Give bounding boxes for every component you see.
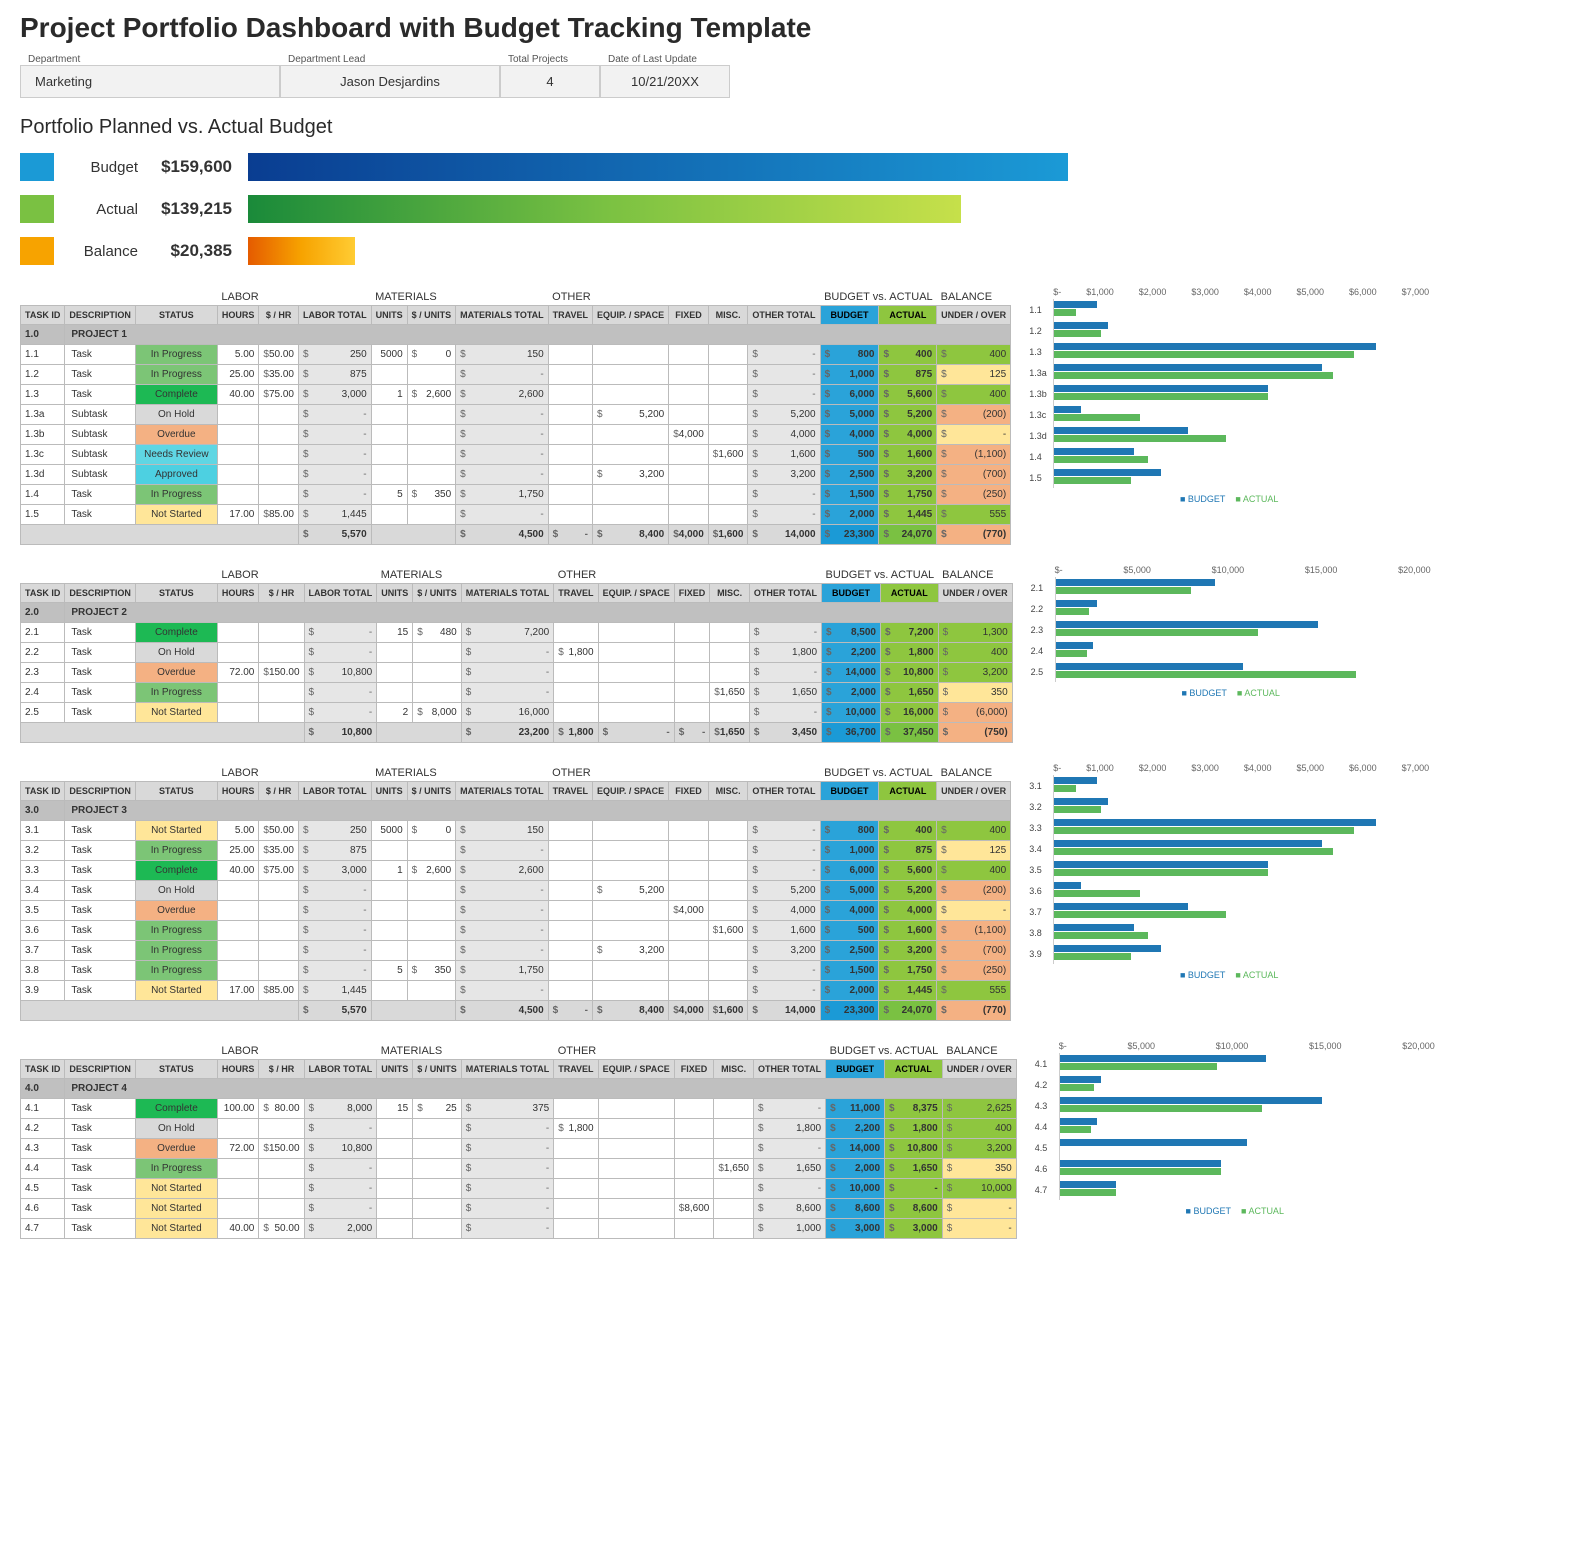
chart-row: 3.9 [1029,943,1429,964]
table-row: 1.5 Task Not Started 17.0085.001,445 - -… [21,505,1011,525]
project-table: LABORMATERIALSOTHERBUDGET vs. ACTUALBALA… [20,287,1011,545]
chart-row: 4.7 [1035,1179,1435,1200]
table-row: 1.3 Task Complete 40.0075.003,000 12,600… [21,385,1011,405]
chart-row: 4.4 [1035,1116,1435,1137]
chart-row: 1.3b [1029,383,1429,404]
table-row: 4.7 Task Not Started 40.0050.002,000 - 1… [21,1219,1017,1239]
summary-swatch [20,237,54,265]
summary-value: $139,215 [146,199,232,219]
chart-row: 2.2 [1031,598,1431,619]
mini-chart: $-$1,000$2,000$3,000$4,000$5,000$6,000$7… [1029,763,1429,980]
chart-row: 3.1 [1029,775,1429,796]
table-row: 3.1 Task Not Started 5.0050.00250 500001… [21,821,1011,841]
chart-row: 4.3 [1035,1095,1435,1116]
chart-row: 1.3 [1029,341,1429,362]
summary-title: Portfolio Planned vs. Actual Budget [20,116,1556,139]
table-row: 4.4 Task In Progress - - 1,6501,650 2,00… [21,1159,1017,1179]
project-table: LABORMATERIALSOTHERBUDGET vs. ACTUALBALA… [20,1041,1017,1239]
summary-swatch [20,195,54,223]
table-row: 4.3 Task Overdue 72.00150.0010,800 - - 1… [21,1139,1017,1159]
table-row: 2.1 Task Complete - 154807,200 - 8,5007,… [21,623,1013,643]
chart-row: 3.2 [1029,796,1429,817]
chart-row: 1.3c [1029,404,1429,425]
table-row: 3.3 Task Complete 40.0075.003,000 12,600… [21,861,1011,881]
page-title: Project Portfolio Dashboard with Budget … [20,12,1556,44]
chart-row: 3.8 [1029,922,1429,943]
table-row: 4.1 Task Complete 100.0080.008,000 15253… [21,1099,1017,1119]
header-label: Department [20,52,280,65]
project-table: LABORMATERIALSOTHERBUDGET vs. ACTUALBALA… [20,565,1013,743]
chart-row: 4.6 [1035,1158,1435,1179]
summary-bar [248,195,961,223]
chart-row: 1.4 [1029,446,1429,467]
chart-row: 3.4 [1029,838,1429,859]
summary-bar [248,153,1068,181]
table-row: 2.4 Task In Progress - - 1,6501,650 2,00… [21,683,1013,703]
table-row: 3.7 Task In Progress - - 3,2003,200 2,50… [21,941,1011,961]
chart-row: 1.3a [1029,362,1429,383]
mini-chart: $-$5,000$10,000$15,000$20,0002.12.22.32.… [1031,565,1431,698]
header-value: 10/21/20XX [600,65,730,98]
project-table: LABORMATERIALSOTHERBUDGET vs. ACTUALBALA… [20,763,1011,1021]
table-row: 2.5 Task Not Started - 28,00016,000 - 10… [21,703,1013,723]
header-value: Marketing [20,65,280,98]
chart-row: 4.1 [1035,1053,1435,1074]
table-row: 2.2 Task On Hold - - 1,8001,800 2,2001,8… [21,643,1013,663]
chart-row: 1.5 [1029,467,1429,488]
chart-row: 2.4 [1031,640,1431,661]
mini-chart: $-$5,000$10,000$15,000$20,0004.14.24.34.… [1035,1041,1435,1216]
summary-value: $20,385 [146,241,232,261]
chart-row: 3.6 [1029,880,1429,901]
chart-row: 3.3 [1029,817,1429,838]
header-value: Jason Desjardins [280,65,500,98]
table-row: 4.5 Task Not Started - - - 10,000- 10,00… [21,1179,1017,1199]
chart-row: 3.5 [1029,859,1429,880]
table-row: 3.6 Task In Progress - - 1,6001,600 5001… [21,921,1011,941]
table-row: 1.1 Task In Progress 5.0050.00250 500001… [21,345,1011,365]
summary-bars: Budget $159,600 Actual $139,215 Balance … [20,149,1556,269]
summary-label: Budget [68,159,138,176]
table-row: 3.2 Task In Progress 25.0035.00875 - - 1… [21,841,1011,861]
table-row: 3.9 Task Not Started 17.0085.001,445 - -… [21,981,1011,1001]
chart-row: 1.1 [1029,299,1429,320]
table-row: 2.3 Task Overdue 72.00150.0010,800 - - 1… [21,663,1013,683]
table-row: 1.3b Subtask Overdue - - 4,0004,000 4,00… [21,425,1011,445]
header-label: Date of Last Update [600,52,730,65]
summary-value: $159,600 [146,157,232,177]
summary-swatch [20,153,54,181]
summary-bar [248,237,355,265]
table-row: 3.4 Task On Hold - - 5,2005,200 5,0005,2… [21,881,1011,901]
summary-label: Actual [68,201,138,218]
header-label: Department Lead [280,52,500,65]
table-row: 1.2 Task In Progress 25.0035.00875 - - 1… [21,365,1011,385]
table-row: 1.3c Subtask Needs Review - - 1,6001,600… [21,445,1011,465]
chart-row: 4.2 [1035,1074,1435,1095]
header-info: DepartmentMarketingDepartment LeadJason … [20,52,1556,98]
mini-chart: $-$1,000$2,000$3,000$4,000$5,000$6,000$7… [1029,287,1429,504]
header-value: 4 [500,65,600,98]
table-row: 4.6 Task Not Started - - 8,6008,600 8,60… [21,1199,1017,1219]
chart-row: 1.2 [1029,320,1429,341]
header-label: Total Projects [500,52,600,65]
chart-row: 3.7 [1029,901,1429,922]
table-row: 1.3a Subtask On Hold - - 5,2005,200 5,00… [21,405,1011,425]
chart-row: 2.3 [1031,619,1431,640]
chart-row: 4.5 [1035,1137,1435,1158]
chart-row: 2.5 [1031,661,1431,682]
table-row: 4.2 Task On Hold - - 1,8001,800 2,2001,8… [21,1119,1017,1139]
table-row: 3.8 Task In Progress - 53501,750 - 1,500… [21,961,1011,981]
table-row: 3.5 Task Overdue - - 4,0004,000 4,0004,0… [21,901,1011,921]
chart-row: 2.1 [1031,577,1431,598]
table-row: 1.4 Task In Progress - 53501,750 - 1,500… [21,485,1011,505]
chart-row: 1.3d [1029,425,1429,446]
table-row: 1.3d Subtask Approved - - 3,2003,200 2,5… [21,465,1011,485]
summary-label: Balance [68,243,138,260]
